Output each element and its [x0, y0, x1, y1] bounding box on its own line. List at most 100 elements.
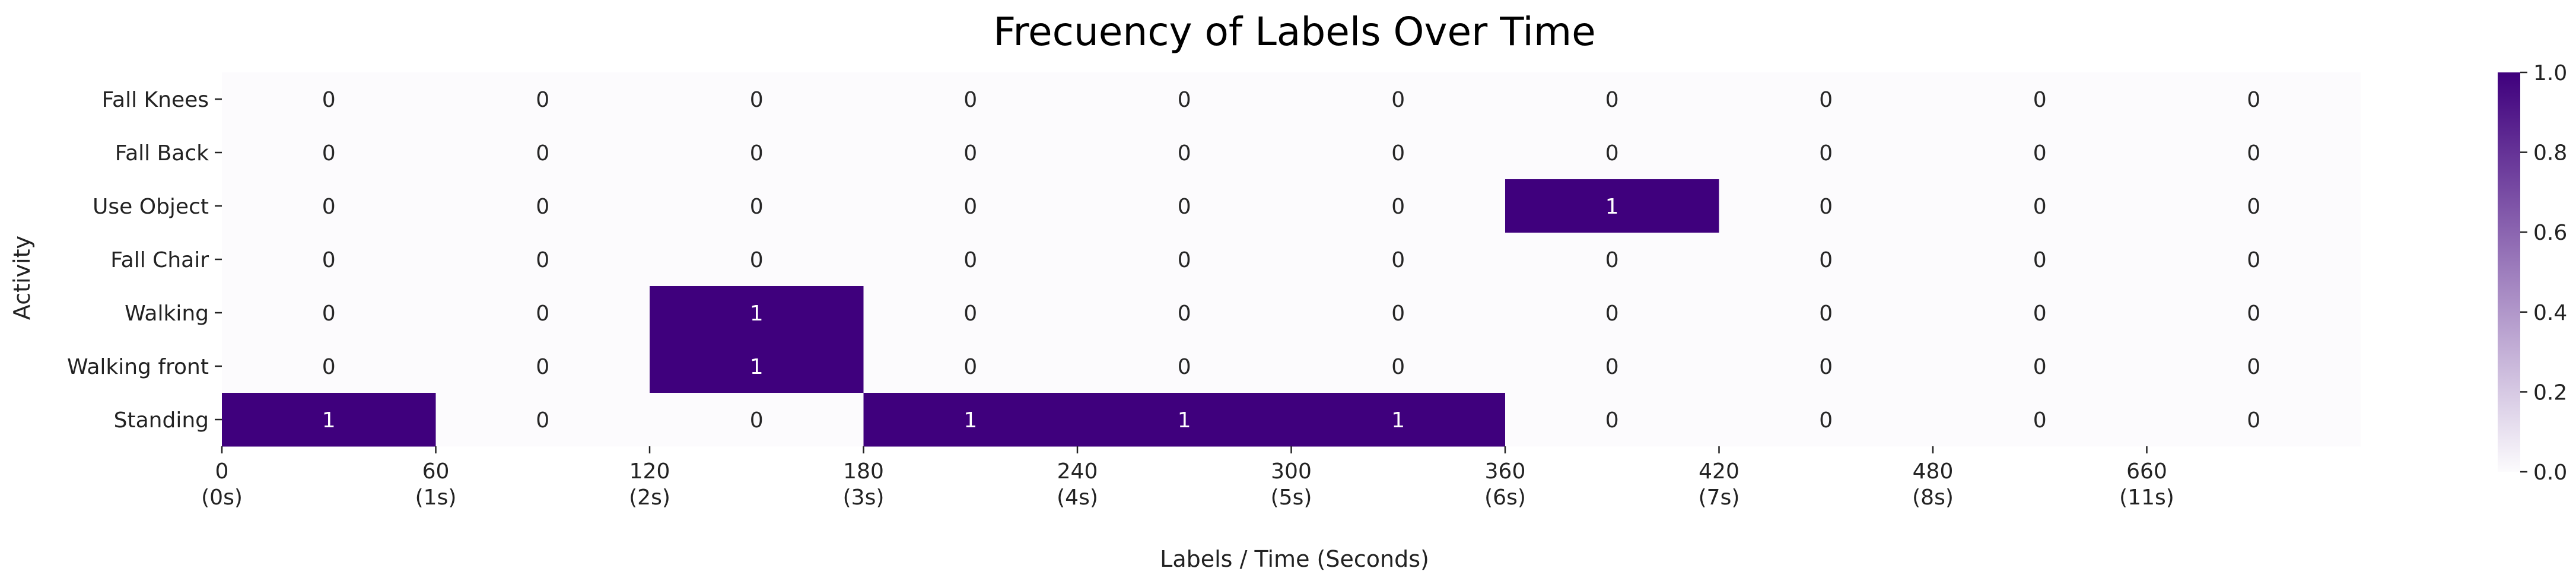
heatmap-cell-value: 0	[1605, 355, 1619, 379]
heatmap-cell	[1719, 286, 1933, 340]
heatmap-cell-value: 0	[963, 355, 977, 379]
heatmap-cell	[2146, 72, 2361, 126]
heatmap-cell-value: 0	[536, 301, 549, 326]
heatmap-cell	[1077, 179, 1292, 233]
heatmap-cell	[650, 126, 864, 180]
heatmap-cell	[863, 393, 1078, 447]
heatmap-cell-value: 0	[1605, 88, 1619, 112]
heatmap-cell-value: 0	[1605, 248, 1619, 272]
y-tick-label: Fall Knees	[102, 88, 209, 112]
heatmap-cell-value: 0	[322, 248, 336, 272]
heatmap-cell-value: 0	[1178, 195, 1191, 219]
heatmap-cell	[1077, 126, 1292, 180]
heatmap-cell	[2146, 393, 2361, 447]
x-tick-time-label: (6s)	[1484, 485, 1526, 510]
heatmap-cell-value: 0	[963, 88, 977, 112]
heatmap-cell-value: 0	[536, 141, 549, 166]
heatmap-cell-value: 0	[1605, 141, 1619, 166]
y-axis-label: Activity	[9, 236, 35, 320]
heatmap-cell-value: 0	[322, 195, 336, 219]
heatmap-cell-value: 0	[1391, 195, 1405, 219]
chart-title: Frecuency of Labels Over Time	[993, 9, 1596, 55]
heatmap-cell	[863, 72, 1078, 126]
heatmap-cell-value: 0	[2247, 355, 2260, 379]
heatmap-cell	[650, 72, 864, 126]
heatmap-cell	[222, 339, 436, 393]
heatmap-cell-value: 0	[750, 141, 764, 166]
heatmap-cell	[1077, 72, 1292, 126]
x-tick-label: 120	[629, 459, 670, 484]
colorbar-tick-label: 1.0	[2533, 61, 2567, 85]
heatmap-cell	[1505, 72, 1719, 126]
heatmap-cell	[1291, 233, 1506, 287]
heatmap-cell-value: 0	[536, 195, 549, 219]
heatmap-cell-value: 0	[1178, 355, 1191, 379]
colorbar-tick-label: 0.0	[2533, 461, 2567, 485]
heatmap-cell	[1291, 286, 1506, 340]
heatmap-cell	[222, 393, 436, 447]
heatmap-cell-value: 0	[1605, 301, 1619, 326]
heatmap-cell-value: 0	[1819, 141, 1833, 166]
heatmap-cell-value: 0	[536, 408, 549, 433]
colorbar	[2498, 72, 2520, 472]
heatmap-cell	[650, 339, 864, 393]
heatmap-cell	[1077, 286, 1292, 340]
heatmap-cell	[435, 339, 650, 393]
heatmap-cell-value: 1	[750, 355, 764, 379]
heatmap-cell	[1719, 72, 1933, 126]
heatmap-cell-value: 0	[750, 248, 764, 272]
heatmap-cell-value: 0	[750, 408, 764, 433]
heatmap-cell-value: 0	[1178, 301, 1191, 326]
heatmap-cell-value: 0	[2247, 301, 2260, 326]
x-tick-time-label: (0s)	[201, 485, 243, 510]
heatmap-cell	[1933, 286, 2147, 340]
heatmap-cell	[1719, 126, 1933, 180]
colorbar-tick-label: 0.2	[2533, 380, 2567, 405]
heatmap-cell	[650, 393, 864, 447]
heatmap-cell-value: 0	[1391, 301, 1405, 326]
y-tick-label: Walking front	[67, 355, 209, 379]
heatmap-cell-value: 0	[322, 355, 336, 379]
heatmap-cell-value: 0	[2033, 141, 2047, 166]
heatmap-cell	[435, 179, 650, 233]
heatmap-cell-value: 0	[536, 88, 549, 112]
x-tick-label: 420	[1699, 459, 1739, 484]
heatmap-cell	[1933, 179, 2147, 233]
heatmap-cell	[1291, 393, 1506, 447]
heatmap-cell-value: 0	[2033, 88, 2047, 112]
heatmap-cell-value: 0	[536, 355, 549, 379]
heatmap-cell	[650, 179, 864, 233]
heatmap-cell-value: 1	[1391, 408, 1405, 433]
colorbar-ticks: 0.0 0.2 0.4 0.6 0.8 1.0	[2520, 61, 2567, 485]
heatmap-cell	[1933, 233, 2147, 287]
heatmap-cell-value: 0	[2247, 195, 2260, 219]
heatmap-cell	[650, 233, 864, 287]
heatmap-cell	[1933, 72, 2147, 126]
heatmap-cell	[1505, 126, 1719, 180]
heatmap-cell	[222, 233, 436, 287]
x-axis-label: Labels / Time (Seconds)	[1160, 546, 1429, 572]
heatmap-cell-value: 0	[750, 88, 764, 112]
heatmap-cell	[1505, 179, 1719, 233]
heatmap-cell-value: 0	[963, 301, 977, 326]
heatmap-cell-value: 0	[2033, 195, 2047, 219]
heatmap-cell-value: 0	[1819, 248, 1833, 272]
heatmap-cell	[1505, 233, 1719, 287]
heatmap-cell-value: 0	[1178, 88, 1191, 112]
x-tick-label: 480	[1913, 459, 1954, 484]
colorbar-tick-label: 0.8	[2533, 141, 2567, 166]
heatmap-cells	[222, 72, 2361, 447]
heatmap-cell	[1933, 393, 2147, 447]
heatmap-cell	[222, 179, 436, 233]
x-tick-label: 60	[422, 459, 450, 484]
heatmap-cell-value: 0	[1178, 248, 1191, 272]
heatmap-cell	[435, 393, 650, 447]
heatmap-cell-value: 0	[750, 195, 764, 219]
heatmap-cell	[1505, 339, 1719, 393]
heatmap-cell-value: 0	[1605, 408, 1619, 433]
x-tick-label: 180	[843, 459, 884, 484]
heatmap-cell-value: 0	[2033, 248, 2047, 272]
heatmap-cell	[222, 72, 436, 126]
